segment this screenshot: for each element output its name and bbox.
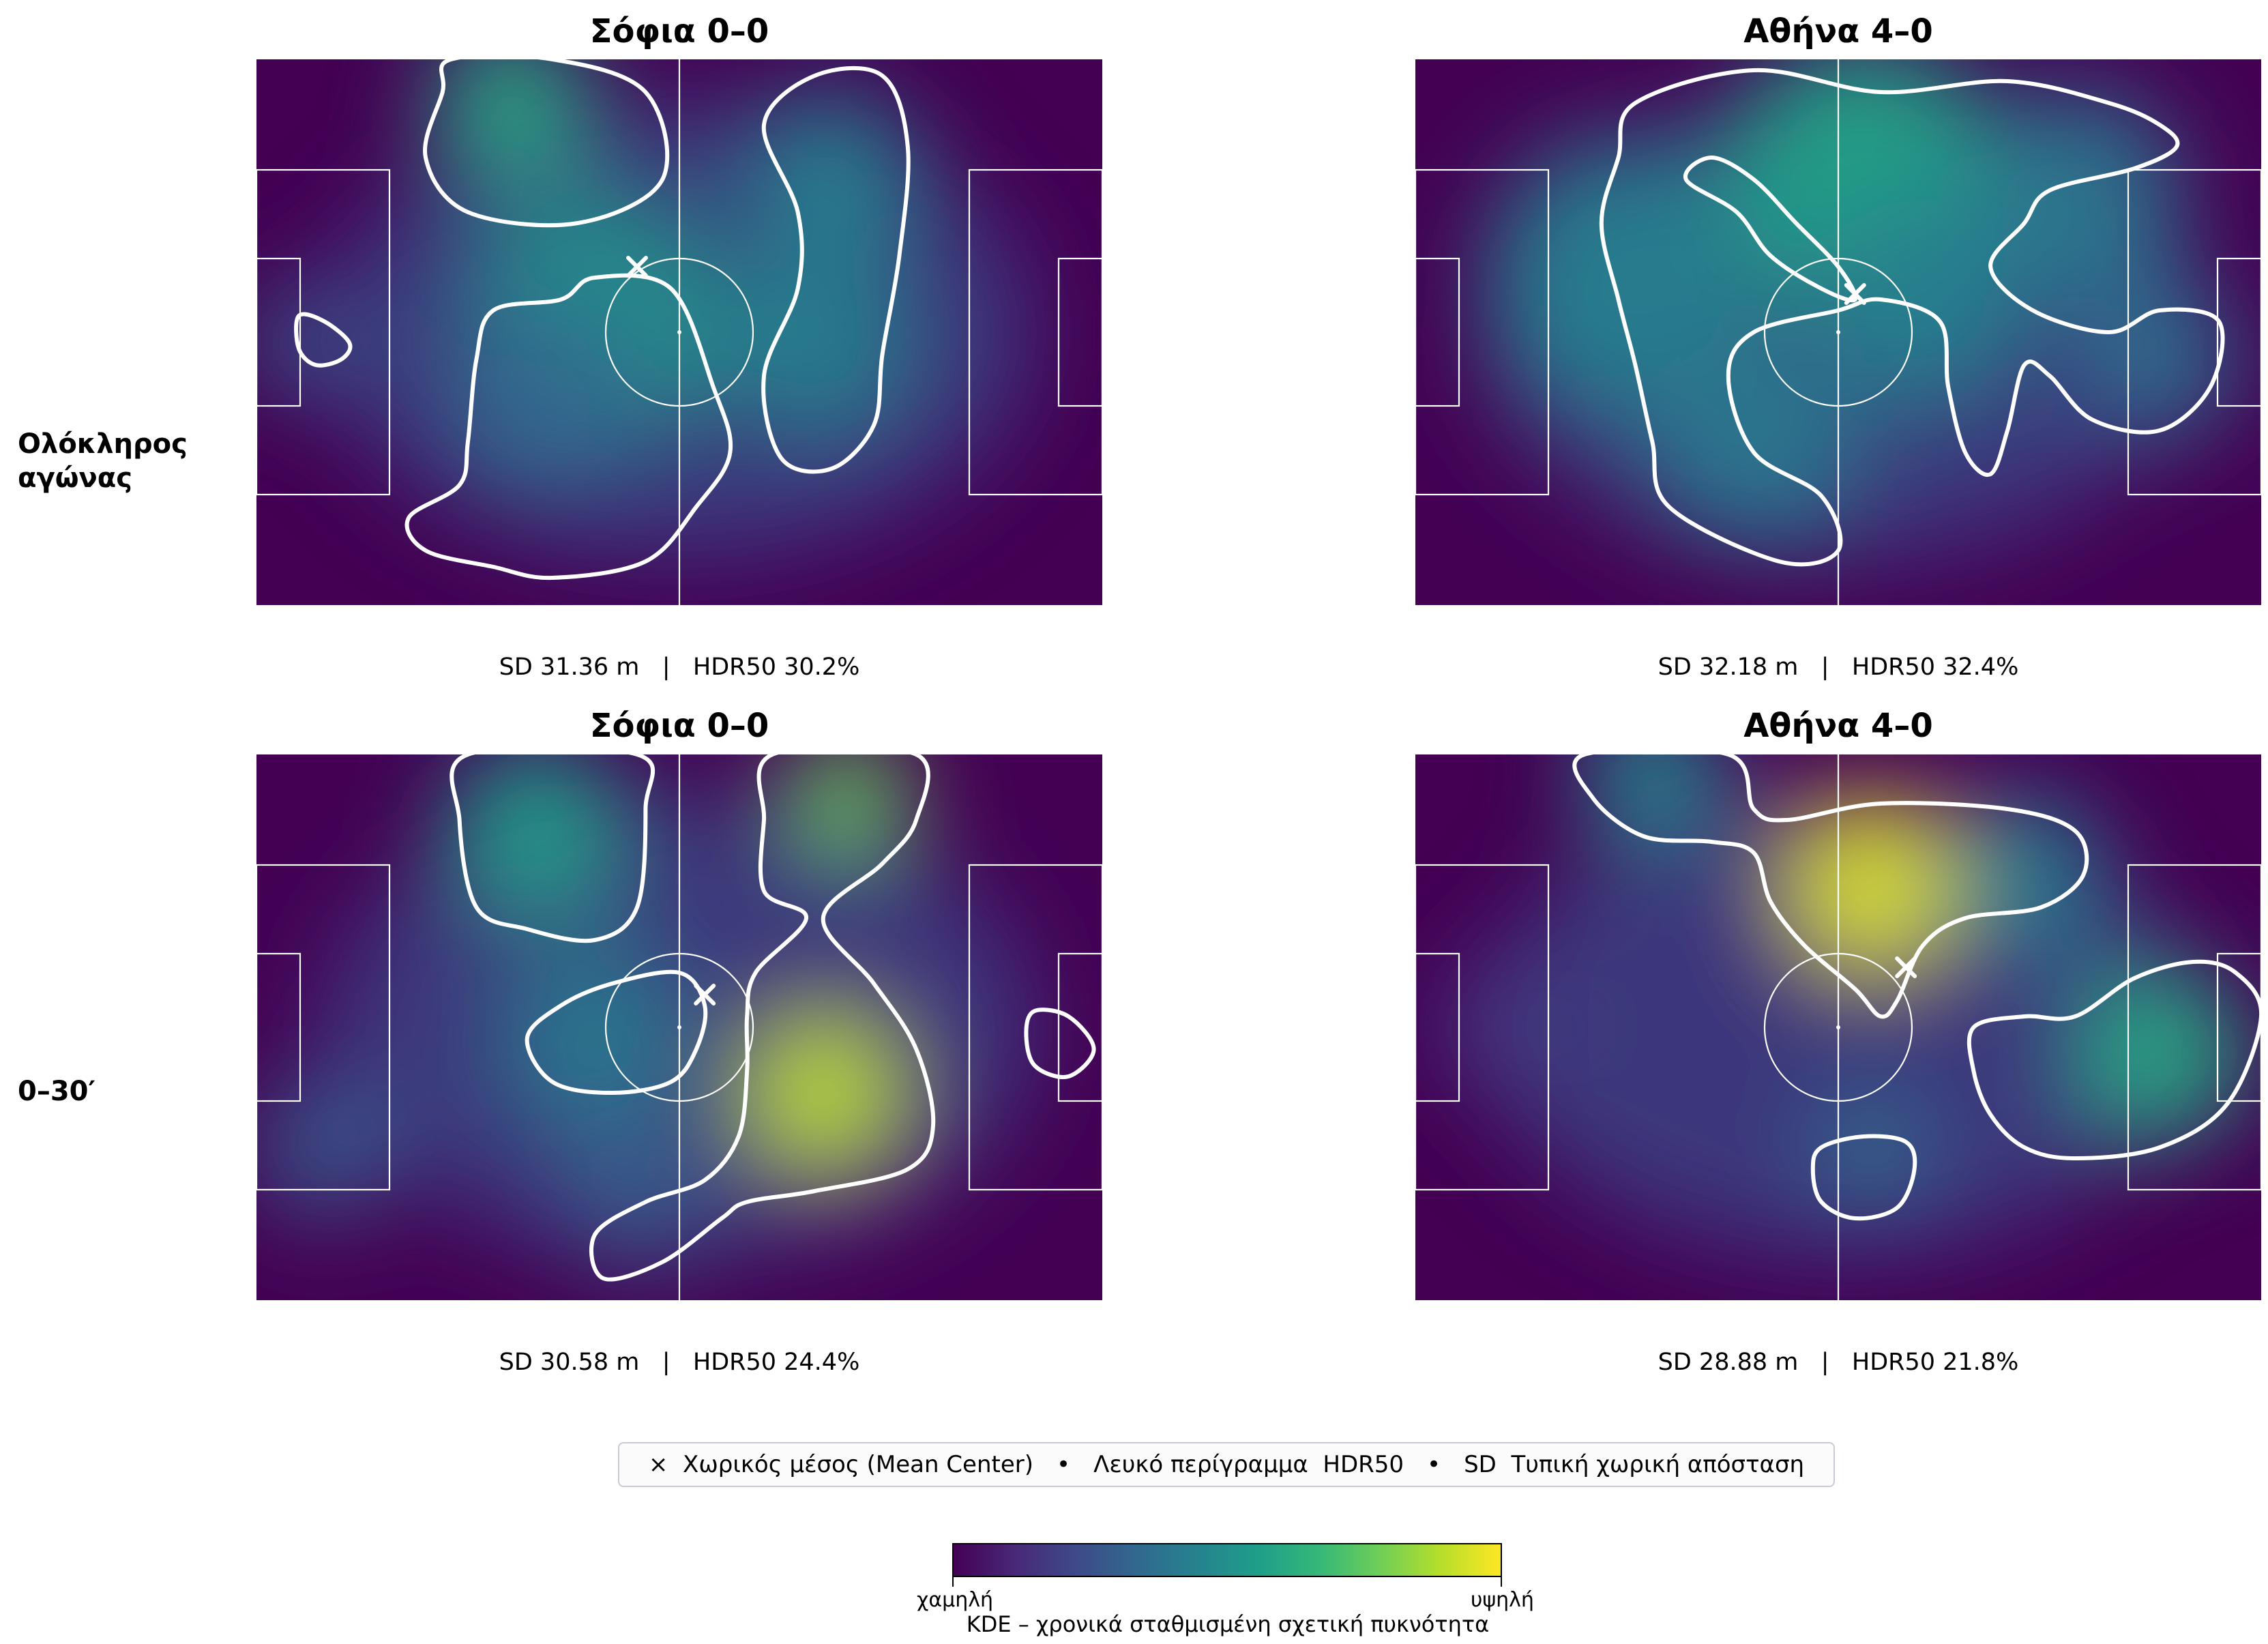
panel-title: Αθήνα 4–0	[1743, 12, 1933, 50]
center-circle	[1763, 952, 1913, 1102]
density-blob	[1810, 1085, 1934, 1209]
density-blob	[1485, 136, 1769, 420]
mean-center-stroke	[1844, 283, 1866, 305]
panel-stats: SD 31.36 m | HDR50 30.2%	[499, 654, 860, 681]
center-spot	[677, 330, 681, 334]
right-goal-area	[2216, 257, 2261, 407]
legend-separator: •	[1057, 1451, 1071, 1478]
left-goal-area	[256, 952, 301, 1102]
density-blob	[557, 1111, 717, 1271]
density-blob	[786, 754, 911, 860]
colorbar	[952, 1543, 1502, 1577]
mean-center-marker	[1844, 283, 1866, 305]
hdr50-contour	[1599, 68, 2225, 567]
hdr50-contour	[1024, 1008, 1096, 1079]
density-blob	[743, 91, 921, 268]
mean-center-stroke	[626, 256, 648, 278]
hdr50-contour	[1810, 1134, 1917, 1221]
legend-box: × Χωρικός μέσος (Mean Center) • Λευκό πε…	[618, 1442, 1835, 1487]
hdr50-contour	[1967, 959, 2261, 1160]
mean-center-stroke	[1895, 956, 1917, 978]
panel-stats: SD 32.18 m | HDR50 32.4%	[1658, 654, 2019, 681]
hdr50-contour	[450, 754, 656, 943]
right-penalty-box	[968, 168, 1102, 496]
mean-center-marker	[1895, 956, 1917, 978]
legend-separator: •	[1427, 1451, 1441, 1478]
density-blob	[1816, 199, 2029, 411]
density-blob	[743, 1013, 903, 1173]
mean-center-stroke	[694, 984, 716, 1006]
density-blob	[256, 290, 352, 396]
left-goal-area	[1415, 257, 1460, 407]
density-blob	[1944, 795, 2104, 954]
density-blob	[447, 754, 625, 920]
hdr50-contour	[1572, 754, 2089, 1019]
colorbar-title: KDE – χρονικά σταθμισμένη σχετική πυκνότ…	[966, 1611, 1490, 1637]
hdr50-contour	[761, 65, 911, 474]
left-penalty-box	[1415, 864, 1550, 1191]
right-penalty-box	[2127, 864, 2261, 1191]
legend-mean-center: × Χωρικός μέσος (Mean Center)	[648, 1451, 1034, 1478]
density-blob	[1581, 754, 1724, 847]
center-circle	[604, 952, 754, 1102]
mean-center-marker	[626, 256, 648, 278]
pitch-heatmap	[1415, 754, 2261, 1300]
pitch-heatmap	[256, 754, 1102, 1300]
mean-center-marker	[694, 984, 716, 1006]
row-label-full-match: Ολόκληρος αγώνας	[18, 428, 188, 494]
density-blob	[2071, 966, 2249, 1143]
panel-title: Αθήνα 4–0	[1743, 707, 1933, 745]
colorbar-high-label: υψηλή	[1471, 1588, 1534, 1612]
colorbar-tick-low	[952, 1577, 954, 1587]
center-spot	[1836, 1025, 1840, 1029]
density-blob	[1647, 335, 1860, 548]
right-goal-area	[2216, 952, 2261, 1102]
left-penalty-box	[256, 864, 391, 1191]
left-goal-area	[1415, 952, 1460, 1102]
colorbar-low-label: χαμηλή	[917, 1588, 993, 1612]
center-circle	[604, 257, 754, 407]
density-blob	[446, 300, 642, 495]
left-goal-area	[256, 257, 301, 407]
legend-contour: Λευκό περίγραμμα HDR50	[1093, 1451, 1404, 1478]
right-goal-area	[1057, 257, 1102, 407]
pitch-heatmap	[256, 59, 1102, 605]
density-blob	[2080, 280, 2240, 439]
row-label-0-30: 0–30′	[18, 1076, 96, 1107]
right-goal-area	[1057, 952, 1102, 1102]
density-blob	[1438, 965, 1562, 1089]
right-penalty-box	[2127, 168, 2261, 496]
center-spot	[1836, 330, 1840, 334]
density-blob	[256, 1076, 396, 1218]
density-blob	[497, 941, 692, 1136]
pitch-heatmap	[1415, 59, 2261, 605]
hdr50-contour	[294, 312, 353, 368]
panel-title: Σόφια 0–0	[589, 12, 769, 50]
panel-stats: SD 30.58 m | HDR50 24.4%	[499, 1349, 860, 1376]
panel-title: Σόφια 0–0	[589, 707, 769, 745]
density-blob	[1783, 797, 1961, 974]
center-spot	[677, 1025, 681, 1029]
hdr50-contour	[423, 59, 670, 228]
legend-sd: SD Τυπική χωρική απόσταση	[1464, 1451, 1805, 1478]
panel-stats: SD 28.88 m | HDR50 21.8%	[1658, 1349, 2019, 1376]
hdr50-contour	[404, 273, 733, 581]
left-penalty-box	[1415, 168, 1550, 496]
left-penalty-box	[256, 168, 391, 496]
density-blob	[430, 59, 590, 183]
colorbar-tick-high	[1501, 1577, 1502, 1587]
hdr50-contour	[525, 969, 708, 1095]
center-circle	[1763, 257, 1913, 407]
density-blob	[717, 246, 913, 441]
hdr50-contour	[589, 754, 936, 1282]
right-penalty-box	[968, 864, 1102, 1191]
